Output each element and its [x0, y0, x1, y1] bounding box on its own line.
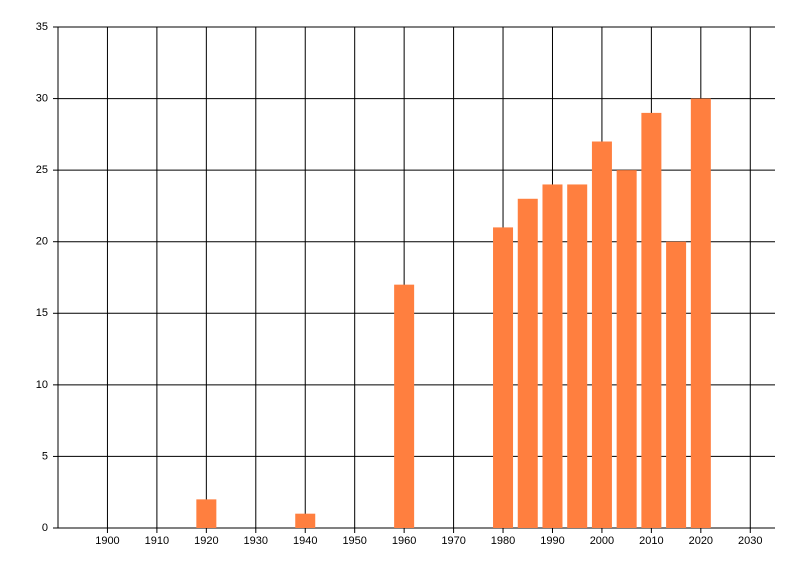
bar [641, 112, 662, 528]
y-tick-label: 15 [36, 307, 48, 319]
x-tick-label: 1980 [491, 535, 515, 547]
x-tick-label: 1990 [540, 535, 564, 547]
bar [394, 284, 415, 528]
x-tick-label: 2010 [639, 535, 663, 547]
bar [616, 170, 637, 528]
bar [196, 499, 217, 528]
bar [493, 227, 514, 528]
y-tick-label: 5 [42, 450, 48, 462]
x-tick-label: 1960 [392, 535, 416, 547]
y-tick-label: 20 [36, 236, 48, 248]
x-tick-label: 1930 [244, 535, 268, 547]
bar [690, 98, 711, 529]
x-tick-label: 2020 [689, 535, 713, 547]
y-tick-label: 25 [36, 164, 48, 176]
x-tick-label: 2000 [590, 535, 614, 547]
x-tick-label: 1950 [342, 535, 366, 547]
bar [542, 184, 563, 528]
y-tick-label: 10 [36, 379, 48, 391]
bar [517, 198, 538, 528]
bar [295, 513, 316, 528]
x-tick-label: 1940 [293, 535, 317, 547]
x-tick-label: 1910 [145, 535, 169, 547]
bar [567, 184, 588, 528]
y-tick-label: 35 [36, 21, 48, 33]
bar [666, 241, 687, 528]
y-tick-label: 0 [42, 522, 48, 534]
x-tick-label: 1970 [441, 535, 465, 547]
x-tick-label: 1900 [95, 535, 119, 547]
x-tick-label: 2030 [738, 535, 762, 547]
x-tick-label: 1920 [194, 535, 218, 547]
y-tick-label: 30 [36, 92, 48, 104]
bar [591, 141, 612, 528]
